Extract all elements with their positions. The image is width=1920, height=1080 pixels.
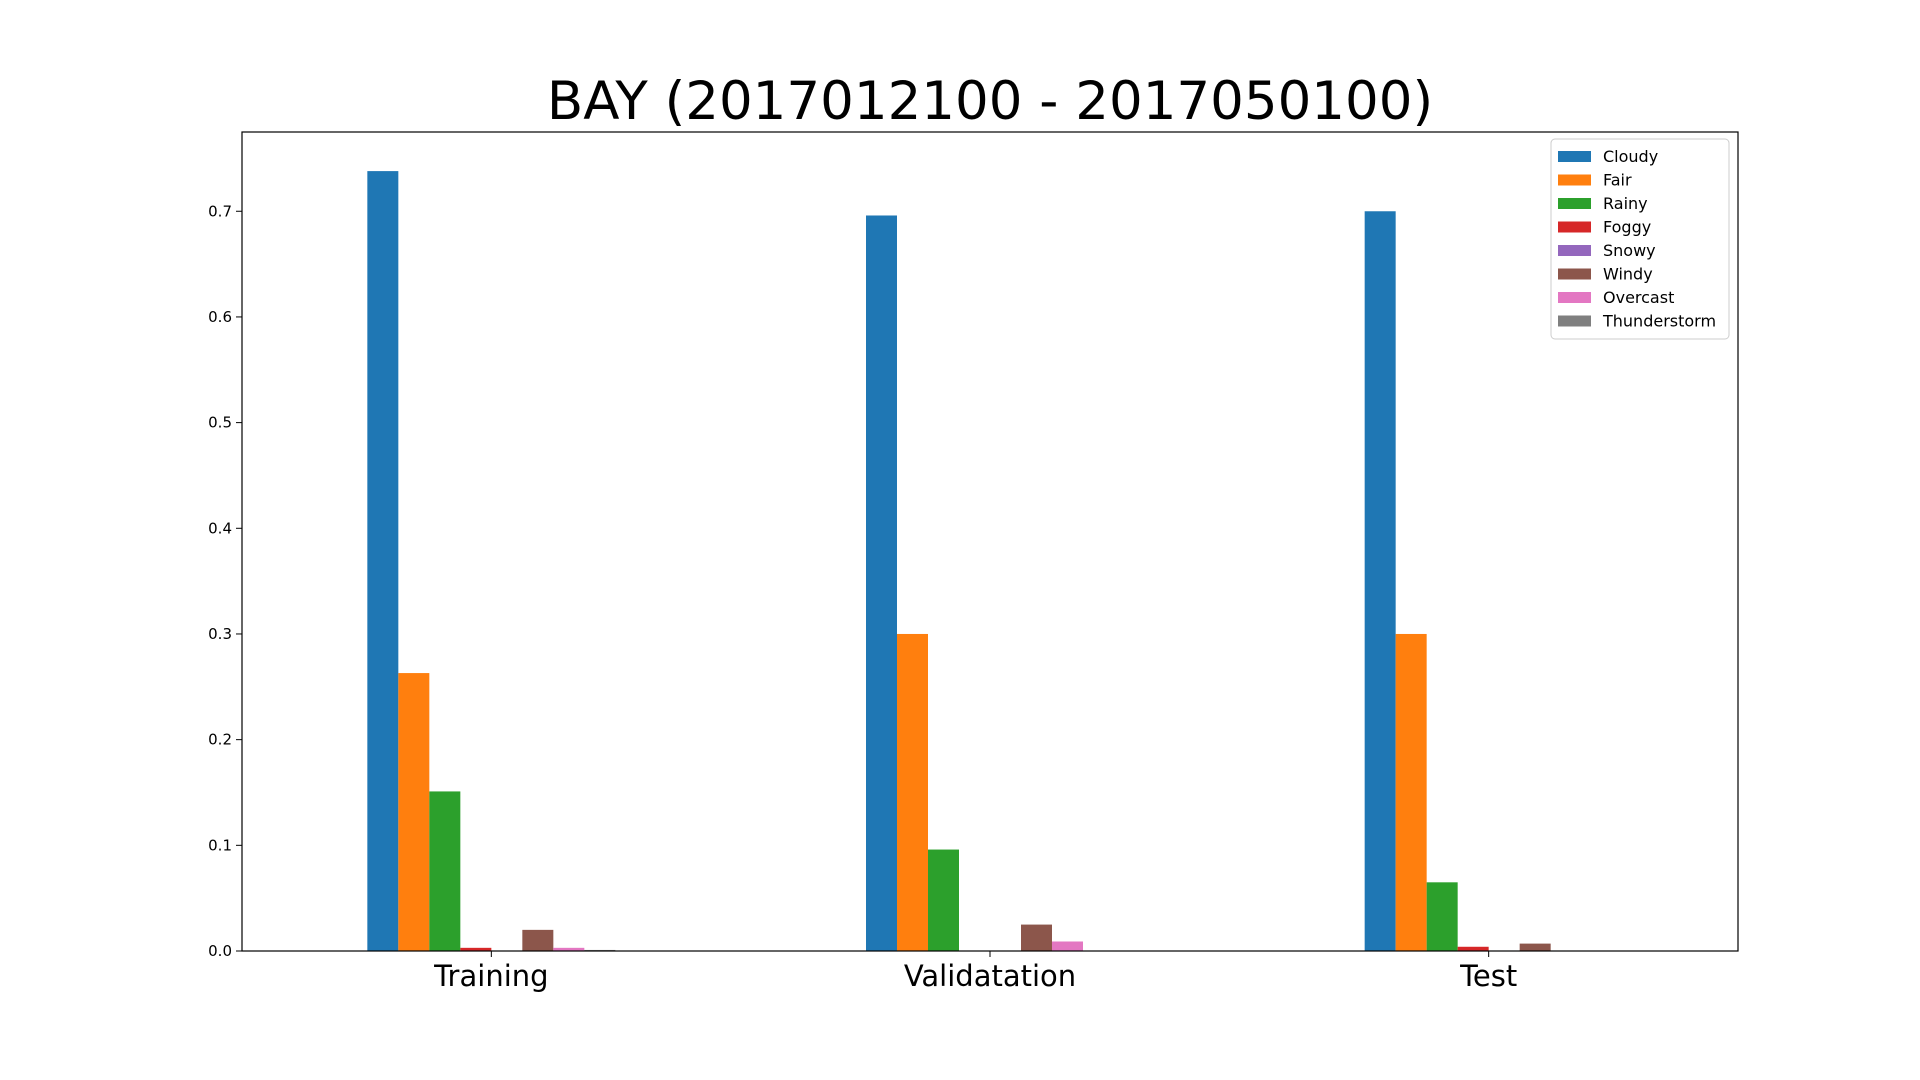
legend-label-rainy: Rainy [1603, 194, 1648, 213]
bar-foggy-test [1457, 946, 1489, 951]
legend: Cloudy Fair Rainy Foggy Snowy Windy Overcast Th… [1550, 138, 1730, 340]
y-tick-label: 0.5 [208, 414, 232, 432]
bar-rainy-test [1426, 882, 1458, 951]
x-tick-label: Validatation [904, 959, 1076, 993]
y-tick-label: 0.1 [208, 836, 232, 854]
bar-fair-test [1395, 633, 1427, 951]
bar-overcast-validatation [1052, 941, 1083, 951]
x-tick-label: Test [1459, 959, 1517, 993]
legend-label-fair: Fair [1603, 171, 1632, 190]
legend-label-windy: Windy [1603, 265, 1653, 284]
bar-cloudy-validatation [866, 215, 897, 951]
legend-swatch-snowy [1558, 245, 1591, 256]
legend-swatch-windy [1558, 268, 1591, 280]
y-tick-label: 0.3 [208, 625, 232, 643]
bar-cloudy-test [1364, 211, 1396, 952]
legend-swatch-cloudy [1558, 151, 1591, 162]
y-tick-label: 0.4 [208, 519, 232, 537]
bar-fair-validatation [897, 633, 928, 951]
legend-label-cloudy: Cloudy [1603, 147, 1658, 166]
bar-cloudy-training [367, 171, 399, 951]
legend-box [1550, 138, 1730, 340]
legend-label-overcast: Overcast [1603, 288, 1674, 307]
chart-title: BAY (2017012100 - 2017050100) [547, 71, 1433, 132]
plot-area: 0.0 0.1 0.2 0.3 0.4 0.5 0.6 0.7 Training Validata… [208, 171, 1551, 993]
legend-label-thunderstorm: Thunderstorm [1602, 312, 1716, 331]
y-tick-label: 0.6 [208, 308, 232, 326]
legend-swatch-fair [1558, 174, 1591, 186]
bar-rainy-validatation [928, 849, 959, 951]
x-tick-label: Training [433, 959, 548, 993]
bar-fair-training [398, 673, 430, 951]
legend-label-foggy: Foggy [1603, 218, 1651, 237]
bar-windy-test [1519, 943, 1551, 951]
axes-frame [241, 131, 1739, 952]
bar-foggy-training [460, 947, 492, 951]
bar-overcast-training [553, 947, 585, 951]
legend-swatch-rainy [1558, 198, 1591, 209]
legend-swatch-foggy [1558, 221, 1591, 233]
y-tick-label: 0.2 [208, 731, 232, 749]
bar-windy-training [522, 929, 554, 951]
legend-label-snowy: Snowy [1603, 241, 1656, 260]
y-tick-label: 0.0 [208, 942, 232, 960]
legend-swatch-thunderstorm [1558, 315, 1591, 327]
legend-swatch-overcast [1558, 292, 1591, 303]
bar-windy-validatation [1021, 924, 1052, 951]
bar-rainy-training [429, 791, 461, 951]
y-tick-label: 0.7 [208, 202, 232, 220]
